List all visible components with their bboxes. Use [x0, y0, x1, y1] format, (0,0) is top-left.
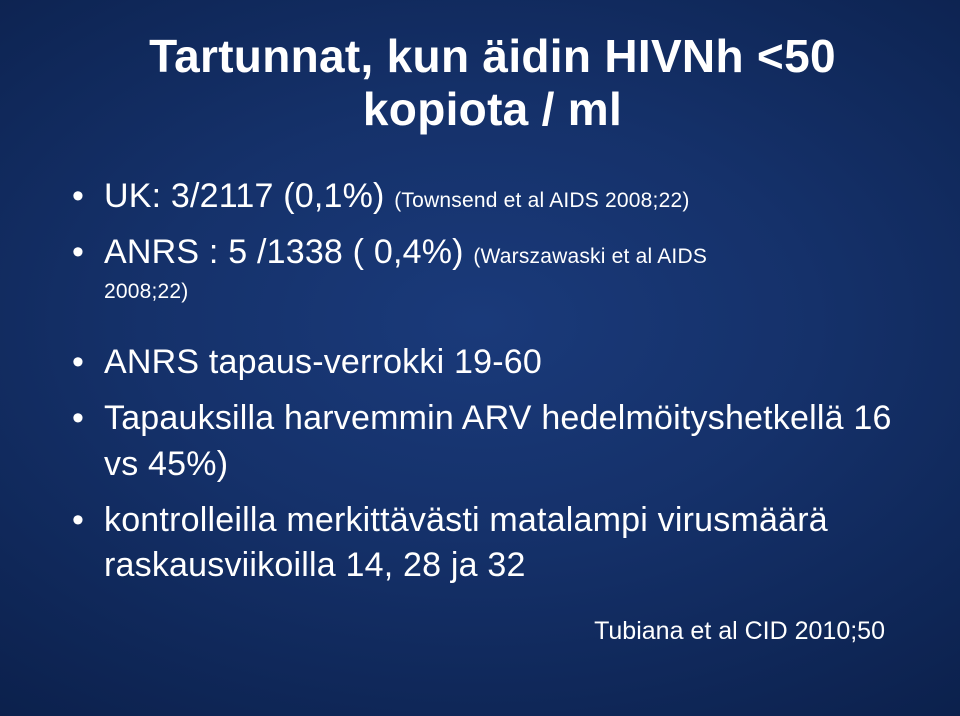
- title-line-1: Tartunnat, kun äidin HIVNh <50: [149, 30, 836, 82]
- bullet-item-3: ANRS tapaus-verrokki 19-60: [70, 340, 915, 386]
- bullet-list: UK: 3/2117 (0,1%) (Townsend et al AIDS 2…: [70, 174, 915, 590]
- bullet-2-cite-line2: 2008;22): [104, 278, 915, 306]
- bullet-item-1: UK: 3/2117 (0,1%) (Townsend et al AIDS 2…: [70, 174, 915, 220]
- bullet-item-5: kontrolleilla merkittävästi matalampi vi…: [70, 498, 915, 590]
- title-line-2: kopiota / ml: [363, 83, 622, 135]
- bullet-item-4: Tapauksilla harvemmin ARV hedelmöityshet…: [70, 396, 915, 488]
- slide-title: Tartunnat, kun äidin HIVNh <50 kopiota /…: [70, 30, 915, 136]
- bullet-item-2: ANRS : 5 /1338 ( 0,4%) (Warszawaski et a…: [70, 230, 915, 306]
- bullet-4-line2: vs 45%): [104, 445, 228, 483]
- bullet-5-line2: raskausviikoilla 14, 28 ja 32: [104, 546, 526, 584]
- bullet-3-text: ANRS tapaus-verrokki 19-60: [104, 343, 542, 381]
- slide: Tartunnat, kun äidin HIVNh <50 kopiota /…: [0, 0, 960, 716]
- bullet-2-cite-inline: (Warszawaski et al AIDS: [473, 245, 707, 268]
- bullet-1-main: UK: 3/2117 (0,1%): [104, 177, 394, 215]
- bullet-1-cite: (Townsend et al AIDS 2008;22): [394, 189, 689, 212]
- bullet-5-line1: kontrolleilla merkittävästi matalampi vi…: [104, 501, 828, 539]
- bullet-4-line1: Tapauksilla harvemmin ARV hedelmöityshet…: [104, 399, 892, 437]
- footer-citation: Tubiana et al CID 2010;50: [70, 617, 915, 646]
- bullet-2-main: ANRS : 5 /1338 ( 0,4%): [104, 233, 473, 271]
